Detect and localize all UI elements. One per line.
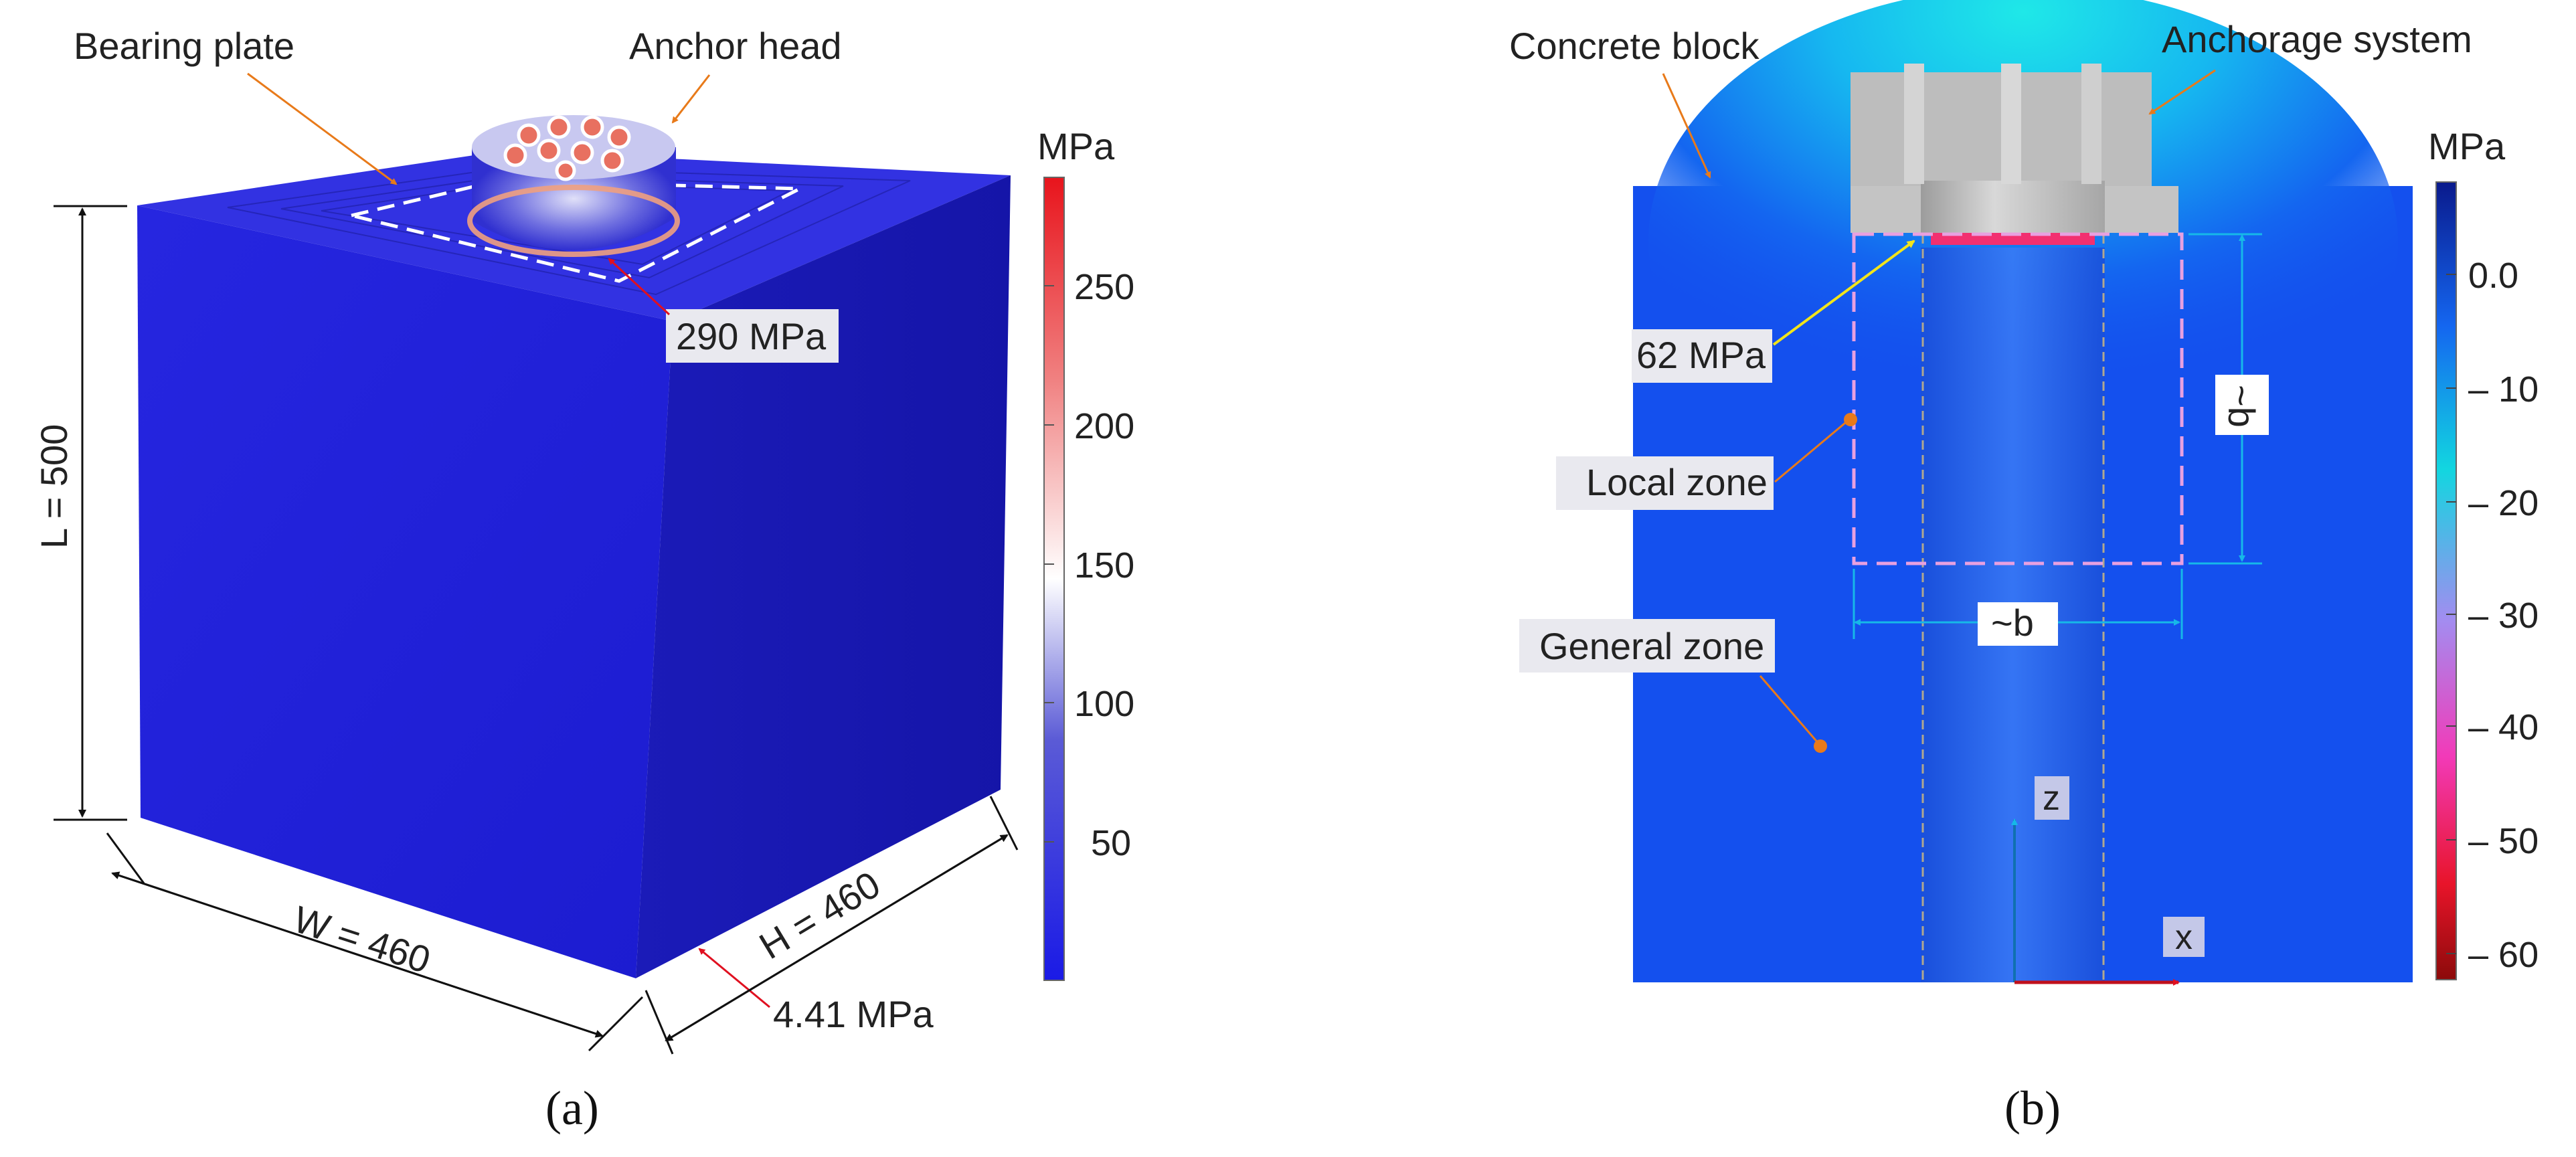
general-zone-dot bbox=[1814, 739, 1827, 753]
panel-b: ~b ~b z x Concrete block Anchorage syste… bbox=[1509, 0, 2539, 1135]
tick-b-60: – 60 bbox=[2468, 935, 2539, 975]
local-zone-leader bbox=[1774, 418, 1850, 483]
b-horizontal-label: ~b bbox=[1991, 602, 2034, 644]
peak-stress-box bbox=[1632, 329, 1772, 383]
tick-b-50: – 50 bbox=[2468, 821, 2539, 861]
tick-b-30: – 30 bbox=[2468, 596, 2539, 636]
tick-b-10: – 10 bbox=[2468, 369, 2539, 410]
colorbar-a-ticks bbox=[1044, 285, 1054, 842]
tick-b-20: – 20 bbox=[2468, 483, 2539, 523]
b-vertical-box bbox=[2215, 375, 2269, 435]
max-stress-box bbox=[666, 309, 839, 363]
length-label: L = 500 bbox=[33, 424, 75, 549]
local-zone-outline bbox=[1852, 232, 2184, 565]
anchorage-system-arrow bbox=[2148, 69, 2216, 115]
bearing-plate-label: Bearing plate bbox=[74, 25, 294, 67]
tick-a-150: 150 bbox=[1074, 545, 1134, 586]
cube-front-face bbox=[137, 205, 673, 978]
local-zone-box bbox=[1556, 456, 1774, 510]
local-zone-label: Local zone bbox=[1586, 461, 1768, 503]
tick-a-250: 250 bbox=[1074, 267, 1134, 307]
panel-b-label: (b) bbox=[2004, 1081, 2061, 1135]
tick-a-200: 200 bbox=[1074, 406, 1134, 446]
local-zone-dot bbox=[1844, 413, 1857, 426]
x-axis-box bbox=[2163, 917, 2205, 957]
anchorage-system-label: Anchorage system bbox=[2162, 18, 2472, 60]
stress-bulb bbox=[1648, 0, 2398, 495]
anchor-head-arrow bbox=[671, 74, 711, 124]
z-axis-box bbox=[2035, 776, 2069, 820]
z-axis-label: z bbox=[2043, 779, 2060, 818]
b-horizontal-box bbox=[1978, 602, 2058, 646]
colorbar-b bbox=[2435, 181, 2457, 980]
general-zone-box bbox=[1519, 619, 1775, 673]
concrete-block-arrow bbox=[1662, 73, 1711, 179]
tick-a-100: 100 bbox=[1074, 684, 1134, 724]
b-vertical-label: ~b bbox=[2221, 385, 2263, 428]
colorbar-b-unit: MPa bbox=[2428, 125, 2506, 167]
max-stress-arrow bbox=[608, 258, 671, 316]
anchorage-system bbox=[1851, 64, 2178, 245]
max-stress-label: 290 MPa bbox=[676, 315, 827, 357]
width-label: W = 460 bbox=[288, 897, 435, 981]
dimension-height bbox=[645, 796, 1019, 1055]
tick-b-0: 0.0 bbox=[2468, 256, 2518, 296]
concrete-cube bbox=[137, 115, 1011, 978]
bearing-plate-arrow bbox=[247, 72, 398, 185]
peak-stress-label: 62 MPa bbox=[1636, 334, 1766, 376]
dimension-width bbox=[106, 832, 644, 1052]
colorbar-a-unit: MPa bbox=[1037, 125, 1115, 167]
peak-stress-arrow bbox=[1772, 240, 1915, 346]
general-zone-leader bbox=[1759, 675, 1820, 745]
panel-a: Bearing plate Anchor head 290 MPa 4.41 M… bbox=[33, 25, 1134, 1135]
colorbar-b-ticks bbox=[2446, 274, 2456, 954]
strand-holes bbox=[503, 115, 631, 181]
tick-a-50: 50 bbox=[1091, 823, 1131, 863]
colorbar-a-tick-labels: 250 200 150 100 50 bbox=[1074, 267, 1134, 863]
general-zone-label: General zone bbox=[1539, 625, 1764, 667]
colorbar-b-tick-labels: 0.0 – 10 – 20 – 30 – 40 – 50 – 60 bbox=[2468, 256, 2539, 975]
cube-side-face bbox=[636, 175, 1011, 978]
tick-b-40: – 40 bbox=[2468, 707, 2539, 747]
dimension-length bbox=[54, 205, 127, 821]
x-axis-label: x bbox=[2175, 918, 2193, 957]
min-stress-label: 4.41 MPa bbox=[773, 993, 934, 1035]
min-stress-arrow bbox=[698, 948, 770, 1008]
concrete-block-label: Concrete block bbox=[1509, 25, 1760, 67]
anchor-head bbox=[467, 115, 680, 257]
colorbar-a bbox=[1043, 177, 1065, 981]
anchor-head-label: Anchor head bbox=[629, 25, 842, 67]
panel-a-label: (a) bbox=[545, 1081, 599, 1135]
